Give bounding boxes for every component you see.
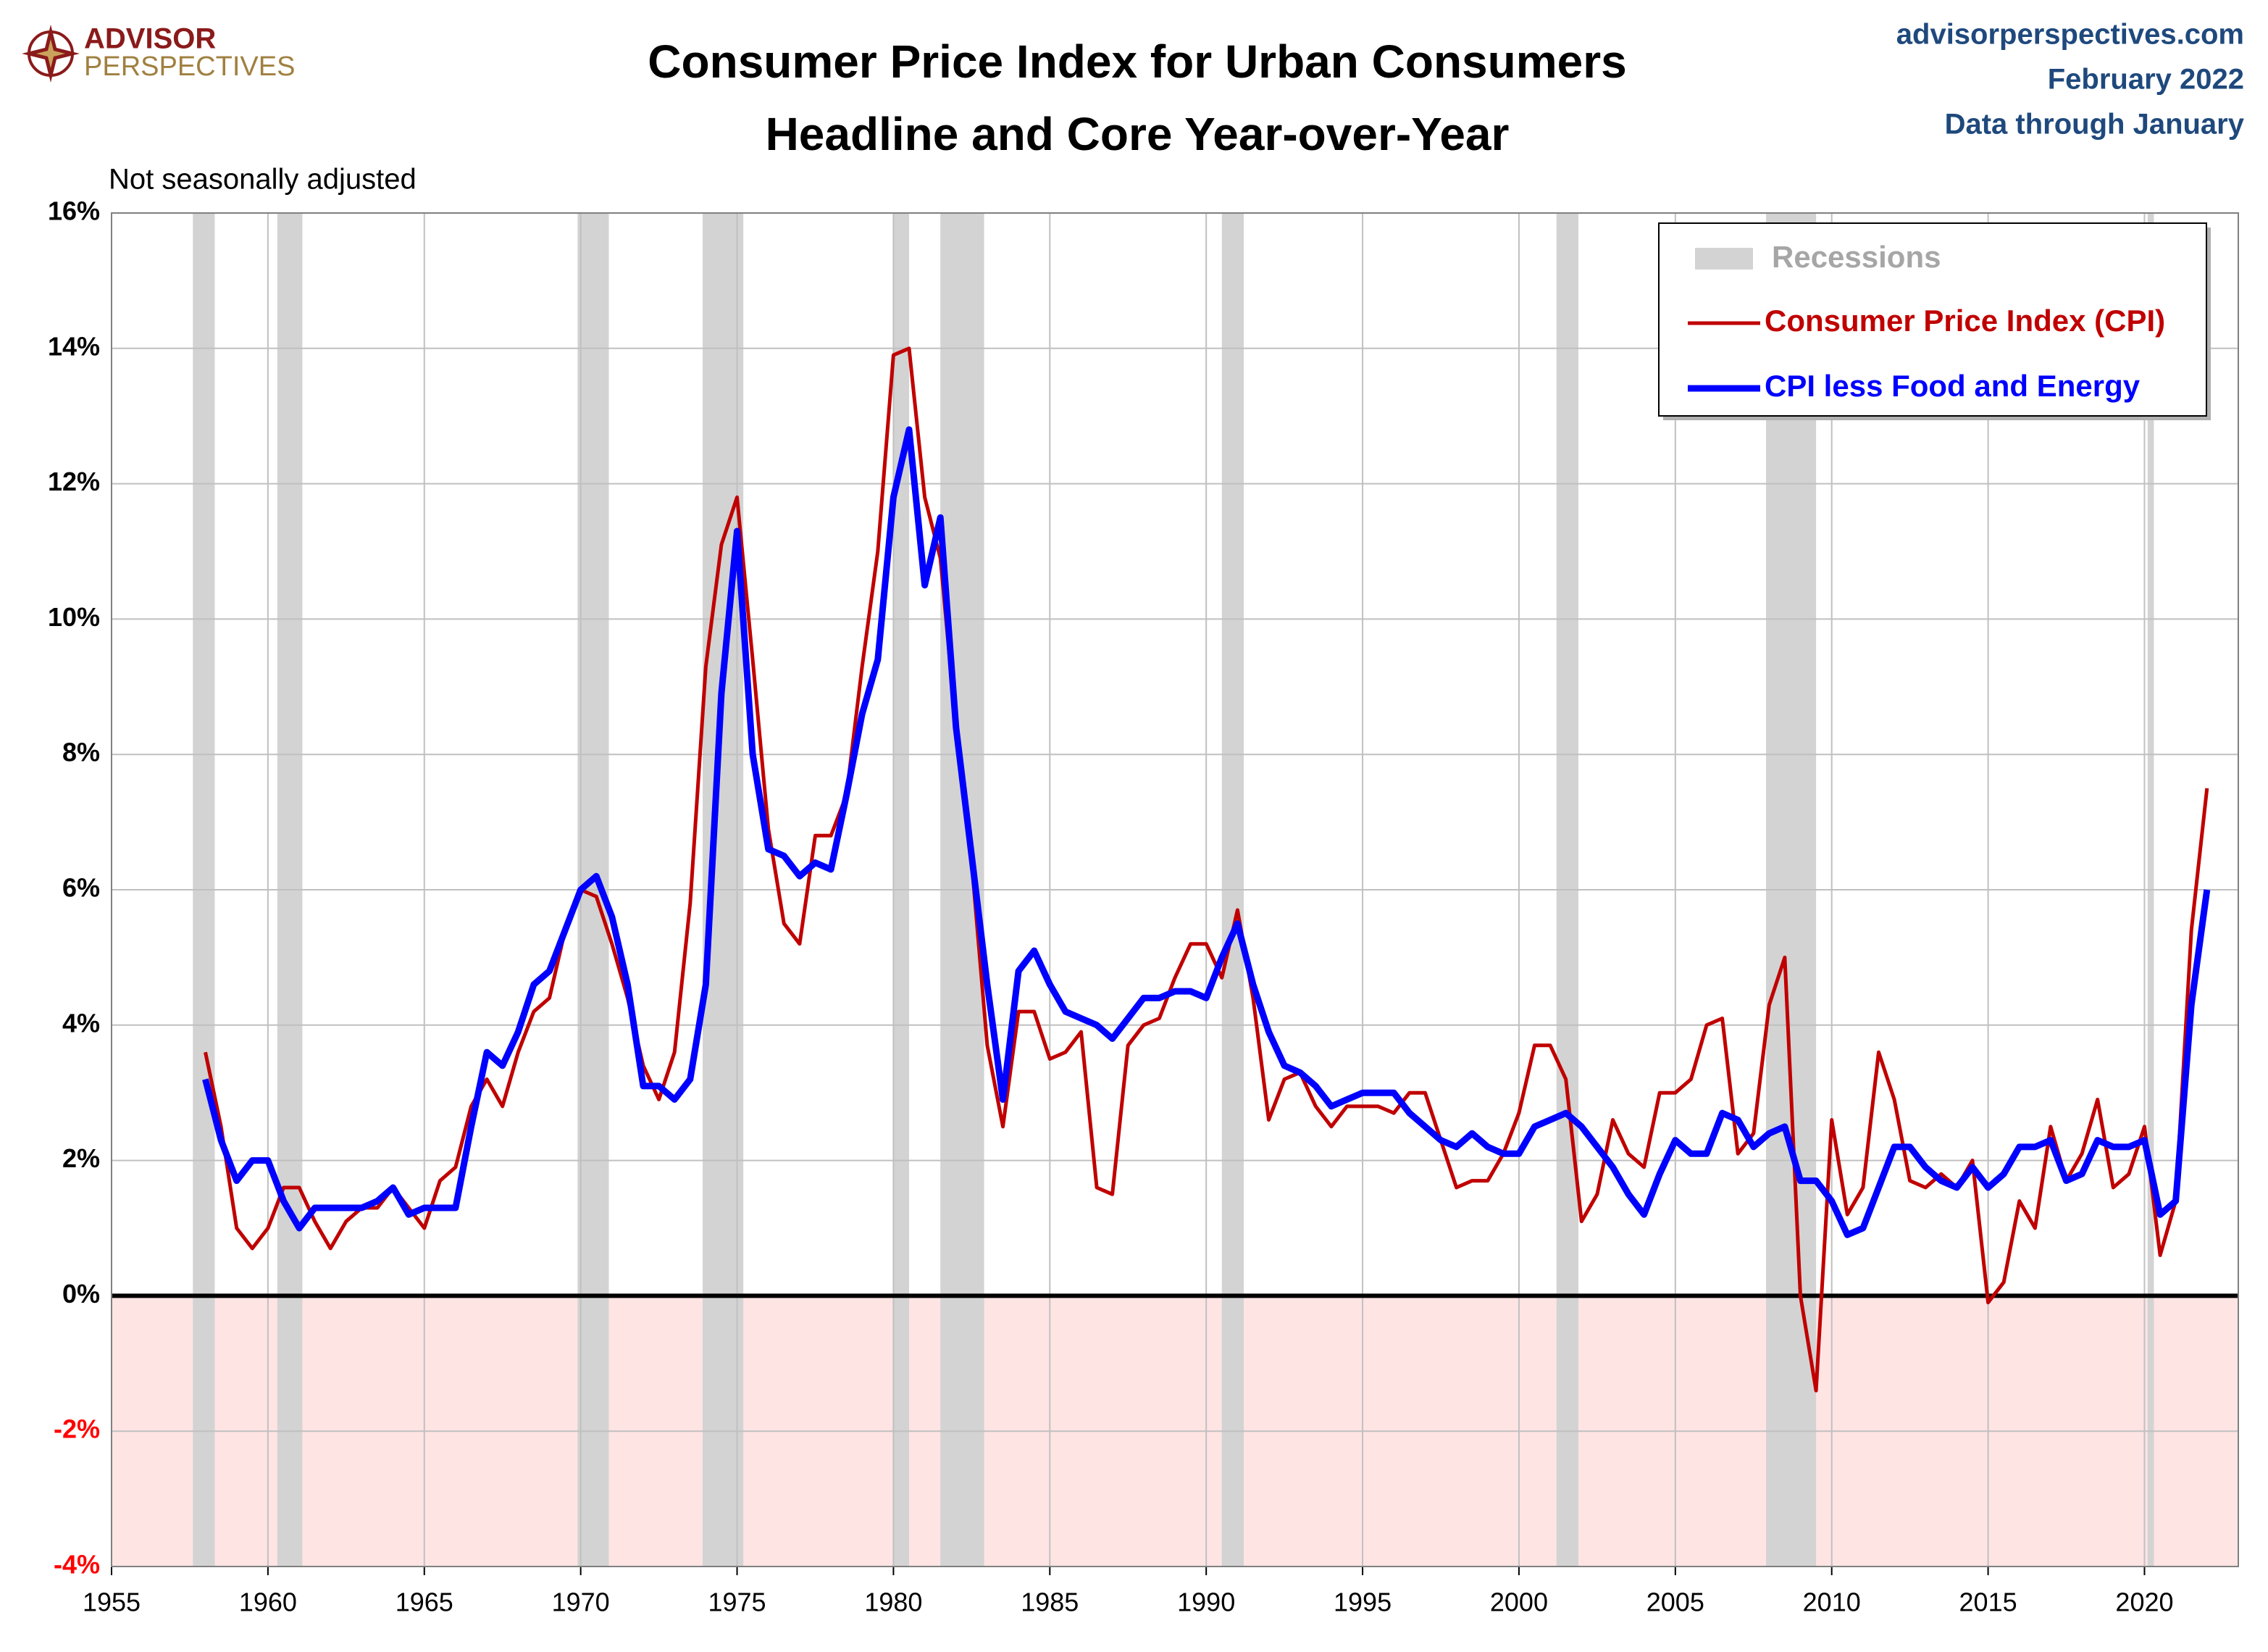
y-tick-label: 10% [48, 602, 100, 632]
x-tick-label: 1995 [1334, 1588, 1392, 1617]
x-tick-label: 1965 [396, 1588, 453, 1617]
x-tick-label: 1975 [708, 1588, 766, 1617]
legend-label: Consumer Price Index (CPI) [1765, 304, 2165, 338]
y-tick-label: 2% [62, 1143, 100, 1173]
x-tick-label: 2015 [1959, 1588, 2017, 1617]
y-tick-label: 8% [62, 738, 100, 767]
note: Not seasonally adjusted [109, 164, 417, 196]
series-line [202, 426, 2211, 1238]
x-tick-label: 2010 [1803, 1588, 1861, 1617]
y-tick-label: 4% [62, 1008, 100, 1038]
x-tick-label: 1980 [864, 1588, 922, 1617]
source-text: Data through January [1945, 109, 2245, 141]
y-tick-label: 14% [48, 331, 100, 361]
y-tick-label: 0% [62, 1279, 100, 1309]
series-line [204, 346, 2209, 1393]
x-tick-label: 2005 [1646, 1588, 1704, 1617]
logo-icon [22, 25, 80, 83]
legend-label: Recessions [1772, 240, 1941, 274]
logo-text: ADVISOR [84, 23, 216, 55]
y-tick-label: 16% [48, 196, 100, 226]
y-tick-label: -4% [54, 1550, 100, 1580]
x-tick-label: 2000 [1490, 1588, 1548, 1617]
chart-subtitle: Headline and Core Year-over-Year [766, 108, 1510, 160]
legend-label: CPI less Food and Energy [1765, 369, 2141, 403]
x-tick-label: 1985 [1021, 1588, 1079, 1617]
x-tick-label: 1970 [552, 1588, 610, 1617]
legend-swatch [1695, 248, 1753, 270]
x-tick-label: 1960 [239, 1588, 297, 1617]
legend-box [1658, 222, 2207, 417]
x-tick-label: 2020 [2115, 1588, 2173, 1617]
source-text: advisorperspectives.com [1896, 19, 2244, 51]
source-text: February 2022 [2048, 64, 2244, 96]
plot-frame [111, 212, 2239, 1567]
y-tick-label: -2% [54, 1414, 100, 1444]
logo-text: PERSPECTIVES [84, 51, 295, 82]
y-tick-label: 12% [48, 467, 100, 496]
chart-title: Consumer Price Index for Urban Consumers [648, 36, 1626, 88]
x-tick-label: 1955 [83, 1588, 141, 1617]
y-tick-label: 6% [62, 873, 100, 903]
x-tick-label: 1990 [1177, 1588, 1235, 1617]
